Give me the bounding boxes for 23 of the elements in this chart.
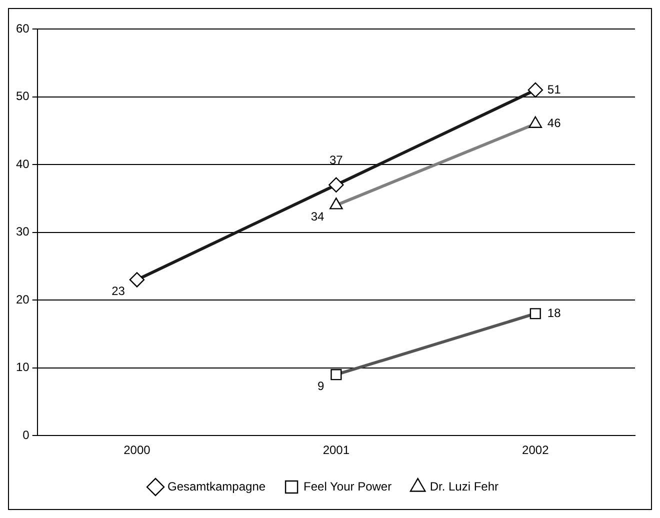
data-label: 9 [317, 378, 324, 393]
y-tick-label: 0 [22, 428, 30, 442]
y-tick-label: 50 [16, 89, 30, 104]
point [129, 272, 145, 288]
y-tick-label: 20 [16, 292, 30, 306]
data-label: 51 [547, 82, 562, 96]
x-tick-label: 2002 [522, 443, 550, 458]
y-tick-label: 60 [16, 21, 30, 36]
point [528, 82, 543, 98]
data-label: 34 [310, 210, 324, 224]
legend-label: Feel Your Power [304, 479, 392, 494]
y-tick-label: 10 [16, 360, 30, 374]
data-label: 37 [329, 153, 344, 168]
y-tick-label: 30 [16, 224, 30, 239]
data-label: 23 [112, 284, 126, 298]
data-label: 46 [547, 116, 562, 130]
x-tick-label: 2000 [124, 443, 151, 458]
legend-label: Gesamtkampagne [167, 479, 266, 494]
point [328, 177, 344, 192]
data-label: 18 [547, 306, 562, 320]
legend-label: Dr. Luzi Fehr [430, 479, 499, 494]
x-tick-label: 2001 [322, 443, 350, 458]
y-tick-label: 40 [16, 156, 30, 171]
